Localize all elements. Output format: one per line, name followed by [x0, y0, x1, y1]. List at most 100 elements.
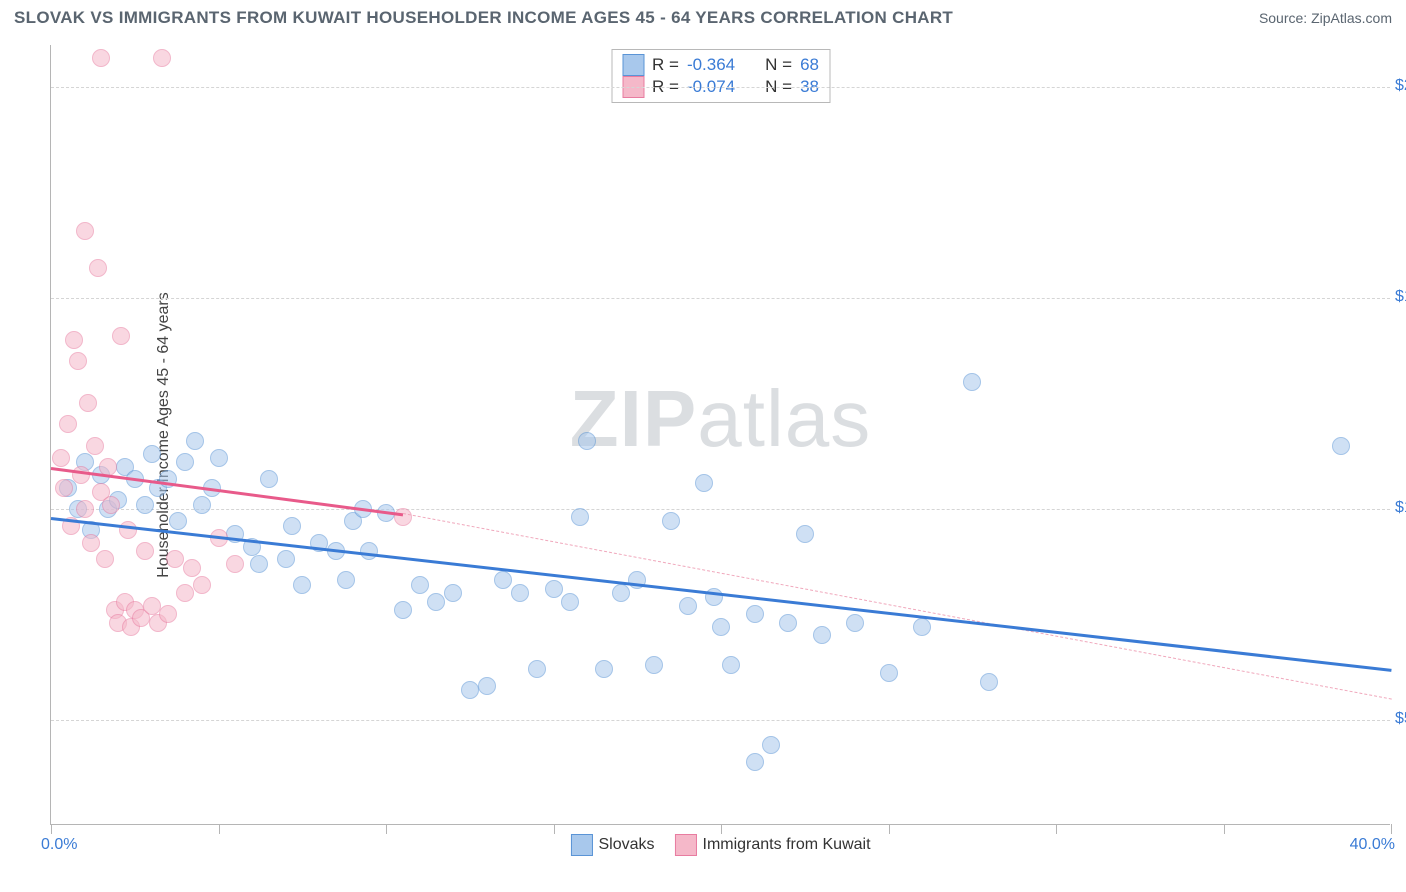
data-point — [96, 550, 114, 568]
y-tick-label: $100,000 — [1395, 499, 1406, 517]
data-point — [52, 449, 70, 467]
data-point — [65, 331, 83, 349]
data-point — [112, 327, 130, 345]
gridline-h — [51, 720, 1390, 721]
chart-area: ZIPatlas Householder Income Ages 45 - 64… — [50, 45, 1390, 825]
data-point — [478, 677, 496, 695]
x-tick — [386, 824, 387, 834]
data-point — [427, 593, 445, 611]
data-point — [545, 580, 563, 598]
data-point — [679, 597, 697, 615]
data-point — [72, 466, 90, 484]
x-tick — [219, 824, 220, 834]
data-point — [913, 618, 931, 636]
data-point — [193, 576, 211, 594]
legend-label: Slovaks — [598, 836, 654, 854]
data-point — [337, 571, 355, 589]
y-tick-label: $50,000 — [1395, 710, 1406, 728]
gridline-h — [51, 87, 1390, 88]
correlation-legend: R =-0.364N =68R =-0.074N =38 — [611, 49, 830, 103]
data-point — [193, 496, 211, 514]
data-point — [746, 605, 764, 623]
data-point — [846, 614, 864, 632]
y-axis-title: Householder Income Ages 45 - 64 years — [155, 292, 173, 578]
legend-r-value: -0.364 — [687, 55, 735, 75]
legend-swatch — [570, 834, 592, 856]
data-point — [153, 49, 171, 67]
legend-swatch — [622, 54, 644, 76]
legend-n-value: 68 — [800, 55, 819, 75]
data-point — [210, 449, 228, 467]
data-point — [76, 500, 94, 518]
data-point — [461, 681, 479, 699]
x-tick — [554, 824, 555, 834]
x-axis-min-label: 0.0% — [41, 836, 77, 854]
data-point — [762, 736, 780, 754]
data-point — [277, 550, 295, 568]
data-point — [444, 584, 462, 602]
data-point — [250, 555, 268, 573]
data-point — [612, 584, 630, 602]
legend-item: Slovaks — [570, 834, 654, 856]
data-point — [561, 593, 579, 611]
data-point — [86, 437, 104, 455]
y-tick-label: $150,000 — [1395, 288, 1406, 306]
legend-label: Immigrants from Kuwait — [702, 836, 870, 854]
gridline-h — [51, 509, 1390, 510]
data-point — [494, 571, 512, 589]
data-point — [980, 673, 998, 691]
legend-n-label: N = — [765, 55, 792, 75]
data-point — [779, 614, 797, 632]
data-point — [226, 555, 244, 573]
legend-item: Immigrants from Kuwait — [674, 834, 870, 856]
data-point — [79, 394, 97, 412]
series-legend: Slovaks Immigrants from Kuwait — [570, 834, 870, 856]
legend-r-label: R = — [652, 55, 679, 75]
data-point — [283, 517, 301, 535]
x-tick — [1391, 824, 1392, 834]
data-point — [293, 576, 311, 594]
data-point — [82, 534, 100, 552]
y-tick-label: $200,000 — [1395, 77, 1406, 95]
gridline-h — [51, 298, 1390, 299]
data-point — [695, 474, 713, 492]
data-point — [89, 259, 107, 277]
data-point — [186, 432, 204, 450]
data-point — [746, 753, 764, 771]
data-point — [411, 576, 429, 594]
data-point — [528, 660, 546, 678]
data-point — [136, 496, 154, 514]
source-label: Source: ZipAtlas.com — [1259, 10, 1392, 26]
data-point — [69, 352, 87, 370]
data-point — [595, 660, 613, 678]
data-point — [183, 559, 201, 577]
data-point — [55, 479, 73, 497]
data-point — [260, 470, 278, 488]
data-point — [712, 618, 730, 636]
data-point — [360, 542, 378, 560]
data-point — [166, 550, 184, 568]
data-point — [645, 656, 663, 674]
x-tick — [889, 824, 890, 834]
x-tick — [721, 824, 722, 834]
data-point — [1332, 437, 1350, 455]
x-tick — [1224, 824, 1225, 834]
data-point — [880, 664, 898, 682]
data-point — [394, 508, 412, 526]
data-point — [394, 601, 412, 619]
data-point — [963, 373, 981, 391]
data-point — [76, 222, 94, 240]
data-point — [102, 496, 120, 514]
data-point — [176, 453, 194, 471]
data-point — [92, 49, 110, 67]
data-point — [143, 597, 161, 615]
trend-line — [51, 517, 1391, 672]
watermark: ZIPatlas — [570, 373, 871, 465]
legend-row: R = -0.364 N = 68 — [622, 54, 819, 76]
data-point — [571, 508, 589, 526]
data-point — [511, 584, 529, 602]
data-point — [662, 512, 680, 530]
data-point — [169, 512, 187, 530]
data-point — [143, 445, 161, 463]
data-point — [796, 525, 814, 543]
